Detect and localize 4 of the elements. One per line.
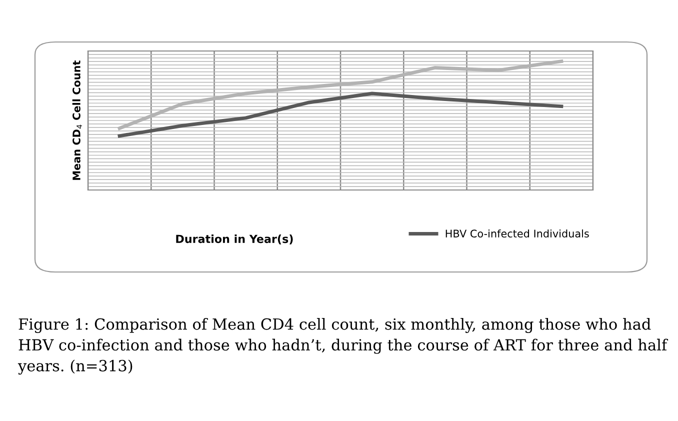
caption: Figure 1: Comparison of Mean CD4 cell count, six monthly, among those who had HBV co-infection and those who hadn’t, during the course of ART for three and half years. (n=313) — [18, 318, 668, 375]
legend-label: HBV Co-infected Individuals — [446, 229, 589, 238]
y-axis-title: Mean CD$_{4}$ Cell Count — [72, 60, 82, 180]
x-axis-title: Duration in Year(s) — [176, 234, 293, 244]
